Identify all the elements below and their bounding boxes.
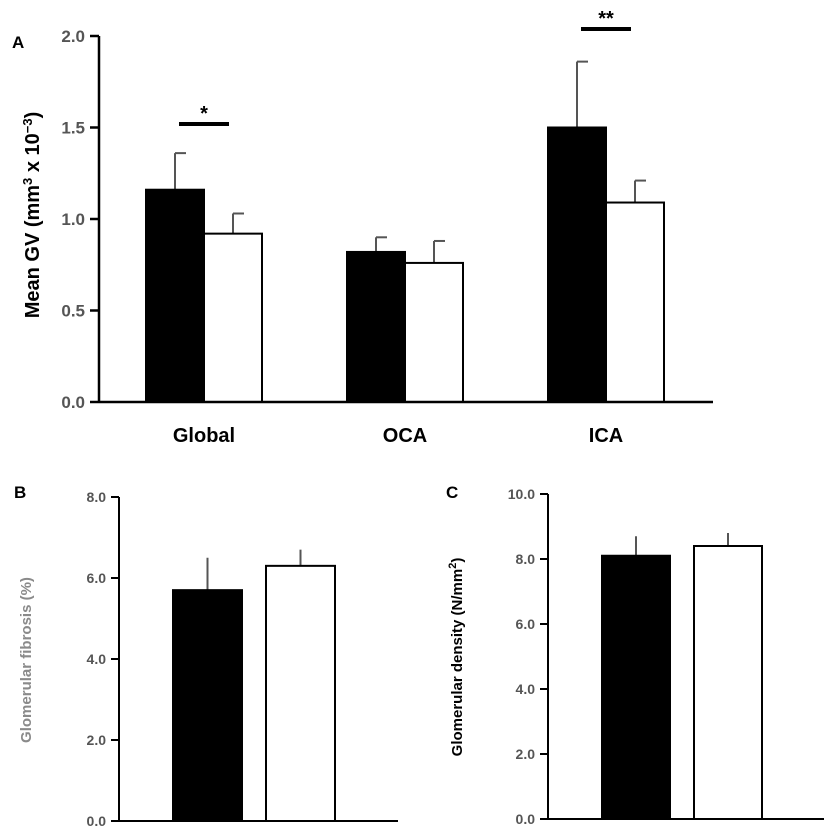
panel-a-category-label: Global <box>173 425 235 447</box>
a-y-tick-label: 2.0 <box>61 27 85 46</box>
panel-a-y-ticks: 0.0 0.5 1.0 1.5 2.0 <box>61 27 99 412</box>
panel-b: B Glomerular fibrosis (%) 0.0 2.0 4.0 6.0 8.… <box>14 483 398 829</box>
a-y-tick-label: 1.0 <box>61 210 85 229</box>
panel-c-letter: C <box>446 483 458 502</box>
a-y-tick-label: 1.5 <box>61 118 85 137</box>
b-y-tick-label: 8.0 <box>87 489 107 505</box>
panel-c-y-ticks: 0.0 2.0 4.0 6.0 8.0 10.0 <box>508 486 548 827</box>
c-y-tick-label: 4.0 <box>516 681 536 697</box>
panel-a-significance-label: * <box>200 103 208 125</box>
panel-a-y-axis-label: Mean GV (mm3 x 10−3) <box>20 112 45 319</box>
panel-a-bars <box>145 60 665 404</box>
panel-a-ylabel-sup2: −3 <box>20 118 35 133</box>
b-bar <box>265 564 336 822</box>
panel-c-bars <box>601 533 763 820</box>
c-y-tick-label: 8.0 <box>516 551 536 567</box>
panel-a-significance-label: ** <box>598 8 614 30</box>
panel-a: A Mean GV (mm3 x 10−3) 0.0 0.5 1.0 1.5 2.0 G… <box>12 8 713 447</box>
panel-a-category-labels: Global OCA ICA <box>173 425 623 447</box>
b-y-tick-label: 4.0 <box>87 651 107 667</box>
b-y-tick-label: 6.0 <box>87 570 107 586</box>
panel-a-category-label: OCA <box>383 425 427 447</box>
panel-a-significance: *** <box>179 8 631 126</box>
panel-a-ylabel-sup1: 3 <box>20 178 35 185</box>
a-bar <box>145 188 205 403</box>
c-bar <box>693 545 763 820</box>
panel-c-ylabel-end: ) <box>449 558 466 563</box>
a-bar <box>547 126 607 403</box>
panel-a-ylabel-end: ) <box>22 112 44 119</box>
c-y-tick-label: 2.0 <box>516 746 536 762</box>
b-bar <box>172 589 243 823</box>
panel-b-letter: B <box>14 483 26 502</box>
a-bar <box>605 201 665 403</box>
panel-a-ylabel-main: Mean GV (mm <box>22 185 44 318</box>
c-y-tick-label: 0.0 <box>516 811 536 827</box>
c-bar <box>601 554 671 820</box>
a-bar <box>346 250 406 403</box>
panel-a-ylabel-mid: x 10 <box>22 133 44 177</box>
c-y-tick-label: 6.0 <box>516 616 536 632</box>
b-y-tick-label: 0.0 <box>87 813 107 829</box>
panel-b-y-axis-label: Glomerular fibrosis (%) <box>18 577 35 743</box>
panel-b-y-ticks: 0.0 2.0 4.0 6.0 8.0 <box>87 489 119 829</box>
panel-c-ylabel-sup: 2 <box>447 563 459 569</box>
c-y-tick-label: 10.0 <box>508 486 535 502</box>
panel-b-bars <box>172 549 336 823</box>
a-y-tick-label: 0.5 <box>61 301 85 320</box>
b-y-tick-label: 2.0 <box>87 732 107 748</box>
panel-c-ylabel-main: Glomerular density (N/mm <box>449 569 466 757</box>
panel-c-y-axis-label: Glomerular density (N/mm2) <box>447 558 466 757</box>
panel-c: C Glomerular density (N/mm2) 0.0 2.0 4.0 6.… <box>446 483 824 827</box>
panel-a-category-label: ICA <box>589 425 623 447</box>
a-bar <box>203 232 263 403</box>
panel-a-letter: A <box>12 33 24 52</box>
a-bar <box>404 261 464 404</box>
a-y-tick-label: 0.0 <box>61 393 85 412</box>
